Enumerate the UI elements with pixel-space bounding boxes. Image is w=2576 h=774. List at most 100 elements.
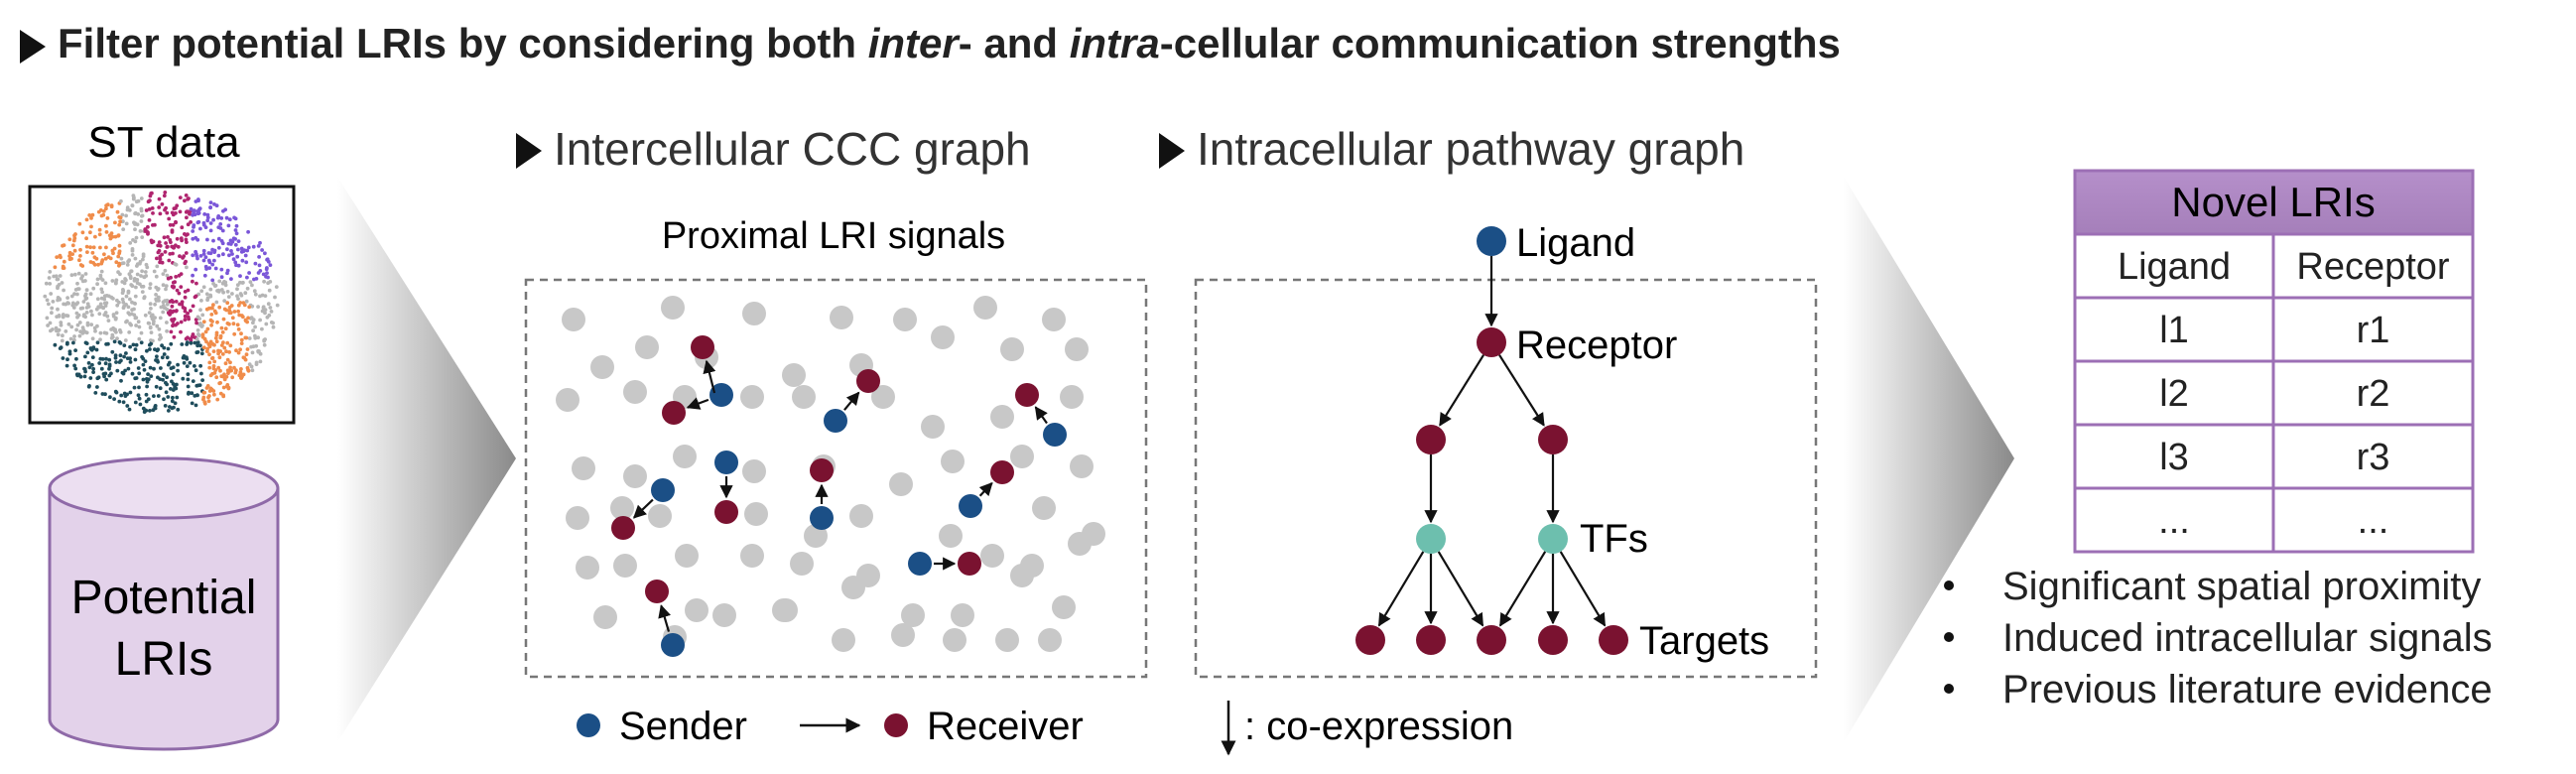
st-spot <box>265 257 270 262</box>
st-spot <box>201 252 206 256</box>
st-spot <box>207 394 211 398</box>
st-spot <box>196 333 201 337</box>
st-spot <box>225 357 230 362</box>
st-spot <box>75 322 80 327</box>
st-spot <box>183 318 188 322</box>
st-spot <box>140 290 145 294</box>
st-spot <box>196 197 200 201</box>
st-spot <box>49 292 54 296</box>
st-spot <box>202 390 207 395</box>
st-spot <box>116 233 121 238</box>
st-spot <box>228 343 233 348</box>
st-spot <box>193 267 198 272</box>
st-spot <box>107 362 112 367</box>
st-spot <box>246 229 251 234</box>
ccc-cell <box>990 405 1014 429</box>
st-spot <box>139 340 144 345</box>
st-spot <box>193 318 198 322</box>
st-spot <box>211 282 216 286</box>
ccc-cell <box>562 308 585 331</box>
table-cell: l2 <box>2159 373 2189 415</box>
st-spot <box>208 221 213 225</box>
st-spot <box>136 198 141 203</box>
st-spot <box>207 389 212 393</box>
st-spot <box>239 331 243 336</box>
st-spot <box>207 365 212 370</box>
st-spot <box>62 259 66 264</box>
st-spot <box>90 313 94 318</box>
st-spot <box>236 309 241 314</box>
st-spot <box>138 229 143 233</box>
st-spot <box>193 368 198 373</box>
st-spot <box>220 352 225 356</box>
st-spot <box>89 309 93 314</box>
st-spot <box>91 370 95 374</box>
st-spot <box>221 317 226 322</box>
table-header-cell: Receptor <box>2296 246 2450 288</box>
st-spot <box>252 277 256 282</box>
st-spot <box>191 273 195 278</box>
st-spot <box>186 312 191 316</box>
ccc-cell <box>841 576 865 599</box>
st-spot <box>175 288 180 293</box>
st-spot <box>177 273 182 278</box>
pathway-edge <box>1437 551 1484 627</box>
st-spot <box>113 327 117 331</box>
st-spot <box>72 272 77 277</box>
st-spot <box>231 257 236 262</box>
st-spot <box>107 233 112 238</box>
st-spot <box>117 243 122 248</box>
st-spot <box>74 356 78 361</box>
st-spot <box>144 399 149 404</box>
ccc-sender-cell <box>714 451 738 474</box>
st-spot <box>246 316 251 321</box>
st-spot <box>245 248 250 253</box>
st-spot <box>213 311 218 316</box>
st-spot <box>233 228 238 232</box>
st-spot <box>72 236 77 241</box>
st-spot <box>144 392 149 397</box>
st-spot <box>109 371 113 376</box>
st-spot <box>241 249 246 254</box>
ccc-legend: Sender Receiver : co-expression <box>577 701 1513 756</box>
ccc-sender-cell <box>709 383 733 407</box>
st-spot <box>191 304 195 309</box>
st-spot <box>212 258 216 263</box>
ccc-cell <box>889 472 913 496</box>
st-spot <box>84 341 89 345</box>
st-spot <box>194 393 199 397</box>
st-spot <box>165 273 170 278</box>
st-spot <box>129 322 134 327</box>
st-spot <box>225 301 230 306</box>
st-spot <box>175 203 180 208</box>
st-spot <box>210 306 214 311</box>
st-spot <box>208 294 213 299</box>
st-spot <box>185 364 190 368</box>
title-triangle-icon <box>20 30 46 64</box>
st-spot <box>64 363 69 368</box>
st-spot <box>68 336 73 341</box>
st-spot <box>142 296 147 301</box>
st-spot <box>195 237 200 242</box>
st-spot <box>166 235 170 239</box>
st-spot <box>85 302 90 307</box>
st-spot <box>121 400 126 405</box>
st-spot <box>185 265 189 270</box>
st-spot <box>74 327 78 332</box>
ccc-cell <box>951 603 974 627</box>
st-spot <box>168 222 173 227</box>
st-spot <box>189 340 193 345</box>
st-spot <box>102 252 106 257</box>
st-spot <box>226 295 231 299</box>
st-spot <box>85 350 90 355</box>
st-spot <box>158 211 163 216</box>
st-spot <box>89 216 93 220</box>
st-spot <box>212 342 216 347</box>
st-spot <box>62 288 65 293</box>
st-spot <box>98 330 103 335</box>
st-spot <box>179 285 184 289</box>
st-spot <box>160 260 165 265</box>
ccc-cell <box>590 355 614 379</box>
st-spot <box>157 326 162 331</box>
st-spot <box>179 236 184 241</box>
